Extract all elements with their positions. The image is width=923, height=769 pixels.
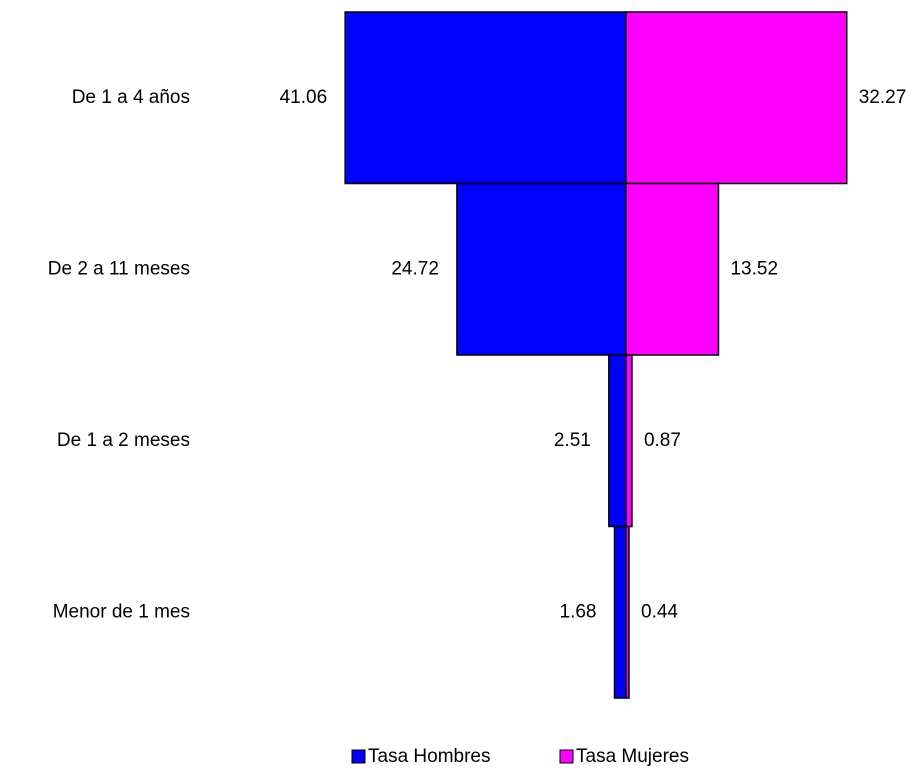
bar: [456, 182, 627, 356]
legend-label: Tasa Mujeres: [576, 746, 689, 767]
bar: [625, 354, 633, 528]
bar: [625, 525, 630, 699]
value-label: 0.87: [644, 430, 681, 451]
value-label: 24.72: [391, 258, 439, 279]
value-label: 41.06: [280, 87, 328, 108]
legend-swatch: [351, 749, 366, 764]
legend-swatch: [559, 749, 574, 764]
value-label: 13.52: [730, 258, 778, 279]
bar: [344, 11, 627, 185]
category-label: De 2 a 11 meses: [48, 258, 190, 279]
bar: [625, 11, 848, 185]
category-label: De 1 a 4 años: [72, 87, 190, 108]
category-label: Menor de 1 mes: [53, 601, 190, 622]
legend-label: Tasa Hombres: [368, 746, 491, 767]
bar: [625, 182, 720, 356]
value-label: 0.44: [641, 601, 678, 622]
bar: [613, 525, 627, 699]
value-label: 32.27: [859, 87, 907, 108]
category-label: De 1 a 2 meses: [57, 430, 190, 451]
bar: [608, 354, 627, 528]
value-label: 2.51: [554, 430, 591, 451]
value-label: 1.68: [560, 601, 597, 622]
